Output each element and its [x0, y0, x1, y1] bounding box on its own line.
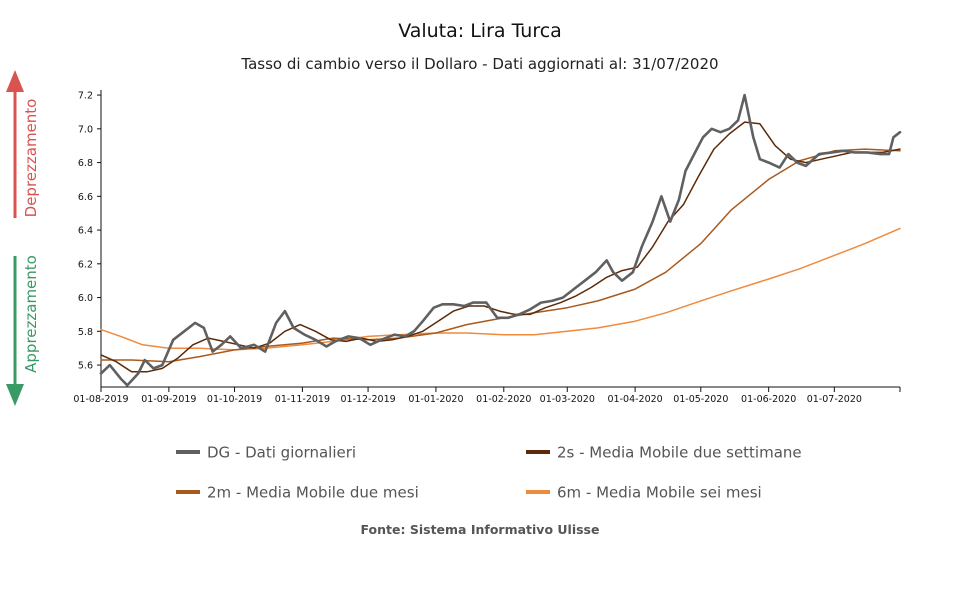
y-tick-label: 7.2: [78, 91, 93, 102]
x-tick-label: 01-05-2020: [673, 394, 728, 405]
depreciation-label: Deprezzamento: [22, 99, 40, 218]
y-tick-label: 6.4: [78, 226, 93, 237]
x-tick-label: 01-06-2020: [741, 394, 796, 405]
arrow-down-shaft: [13, 256, 17, 386]
chart-title: Valuta: Lira Turca: [398, 20, 562, 42]
series-layer: [99, 93, 902, 387]
source-note: Fonte: Sistema Informativo Ulisse: [360, 522, 600, 537]
x-tick-label: 01-11-2019: [275, 394, 330, 405]
y-tick-label: 6.8: [78, 158, 93, 169]
x-tick-label: 01-09-2019: [141, 394, 196, 405]
series-line-m6: [100, 227, 901, 351]
chart-subtitle: Tasso di cambio verso il Dollaro - Dati …: [241, 55, 719, 73]
x-tick-label: 01-04-2020: [608, 394, 663, 405]
y-tick-label: 6.6: [78, 192, 93, 203]
legend-label-dg: DG - Dati giornalieri: [207, 444, 356, 462]
legend-label-s2: 2s - Media Mobile due settimane: [557, 444, 802, 462]
x-tick-label: 01-10-2019: [207, 394, 262, 405]
legend-label-m2: 2m - Media Mobile due mesi: [207, 484, 419, 502]
y-tick-label: 7.0: [78, 124, 93, 135]
arrow-down-icon: [6, 384, 24, 406]
legend-label-m6: 6m - Media Mobile sei mesi: [557, 484, 762, 502]
arrow-up-icon: [6, 70, 24, 92]
y-tick-label: 5.6: [78, 361, 93, 372]
x-tick-label: 01-03-2020: [540, 394, 595, 405]
series-line-dg: [99, 93, 902, 387]
series-line-m2: [100, 148, 901, 363]
chart-legend: DG - Dati giornalieri 2s - Media Mobile d…: [176, 444, 802, 502]
appreciation-label: Apprezzamento: [22, 255, 40, 373]
x-tick-label: 01-01-2020: [408, 394, 463, 405]
y-tick-label: 6.0: [78, 293, 93, 304]
y-tick-label: 5.8: [78, 327, 93, 338]
arrow-up-shaft: [13, 90, 17, 218]
x-tick-label: 01-08-2019: [73, 394, 128, 405]
side-indicators: Deprezzamento Apprezzamento: [6, 70, 40, 406]
x-tick-label: 01-02-2020: [476, 394, 531, 405]
chart-axes: 5.6 5.8 6.0 6.2 6.4 6.6 6.8 7.0 7.2 01-08-2019 01-…: [73, 90, 901, 405]
y-tick-label: 6.2: [78, 259, 93, 270]
series-line-s2: [100, 121, 901, 373]
x-tick-label: 01-07-2020: [807, 394, 862, 405]
x-tick-label: 01-12-2019: [340, 394, 395, 405]
